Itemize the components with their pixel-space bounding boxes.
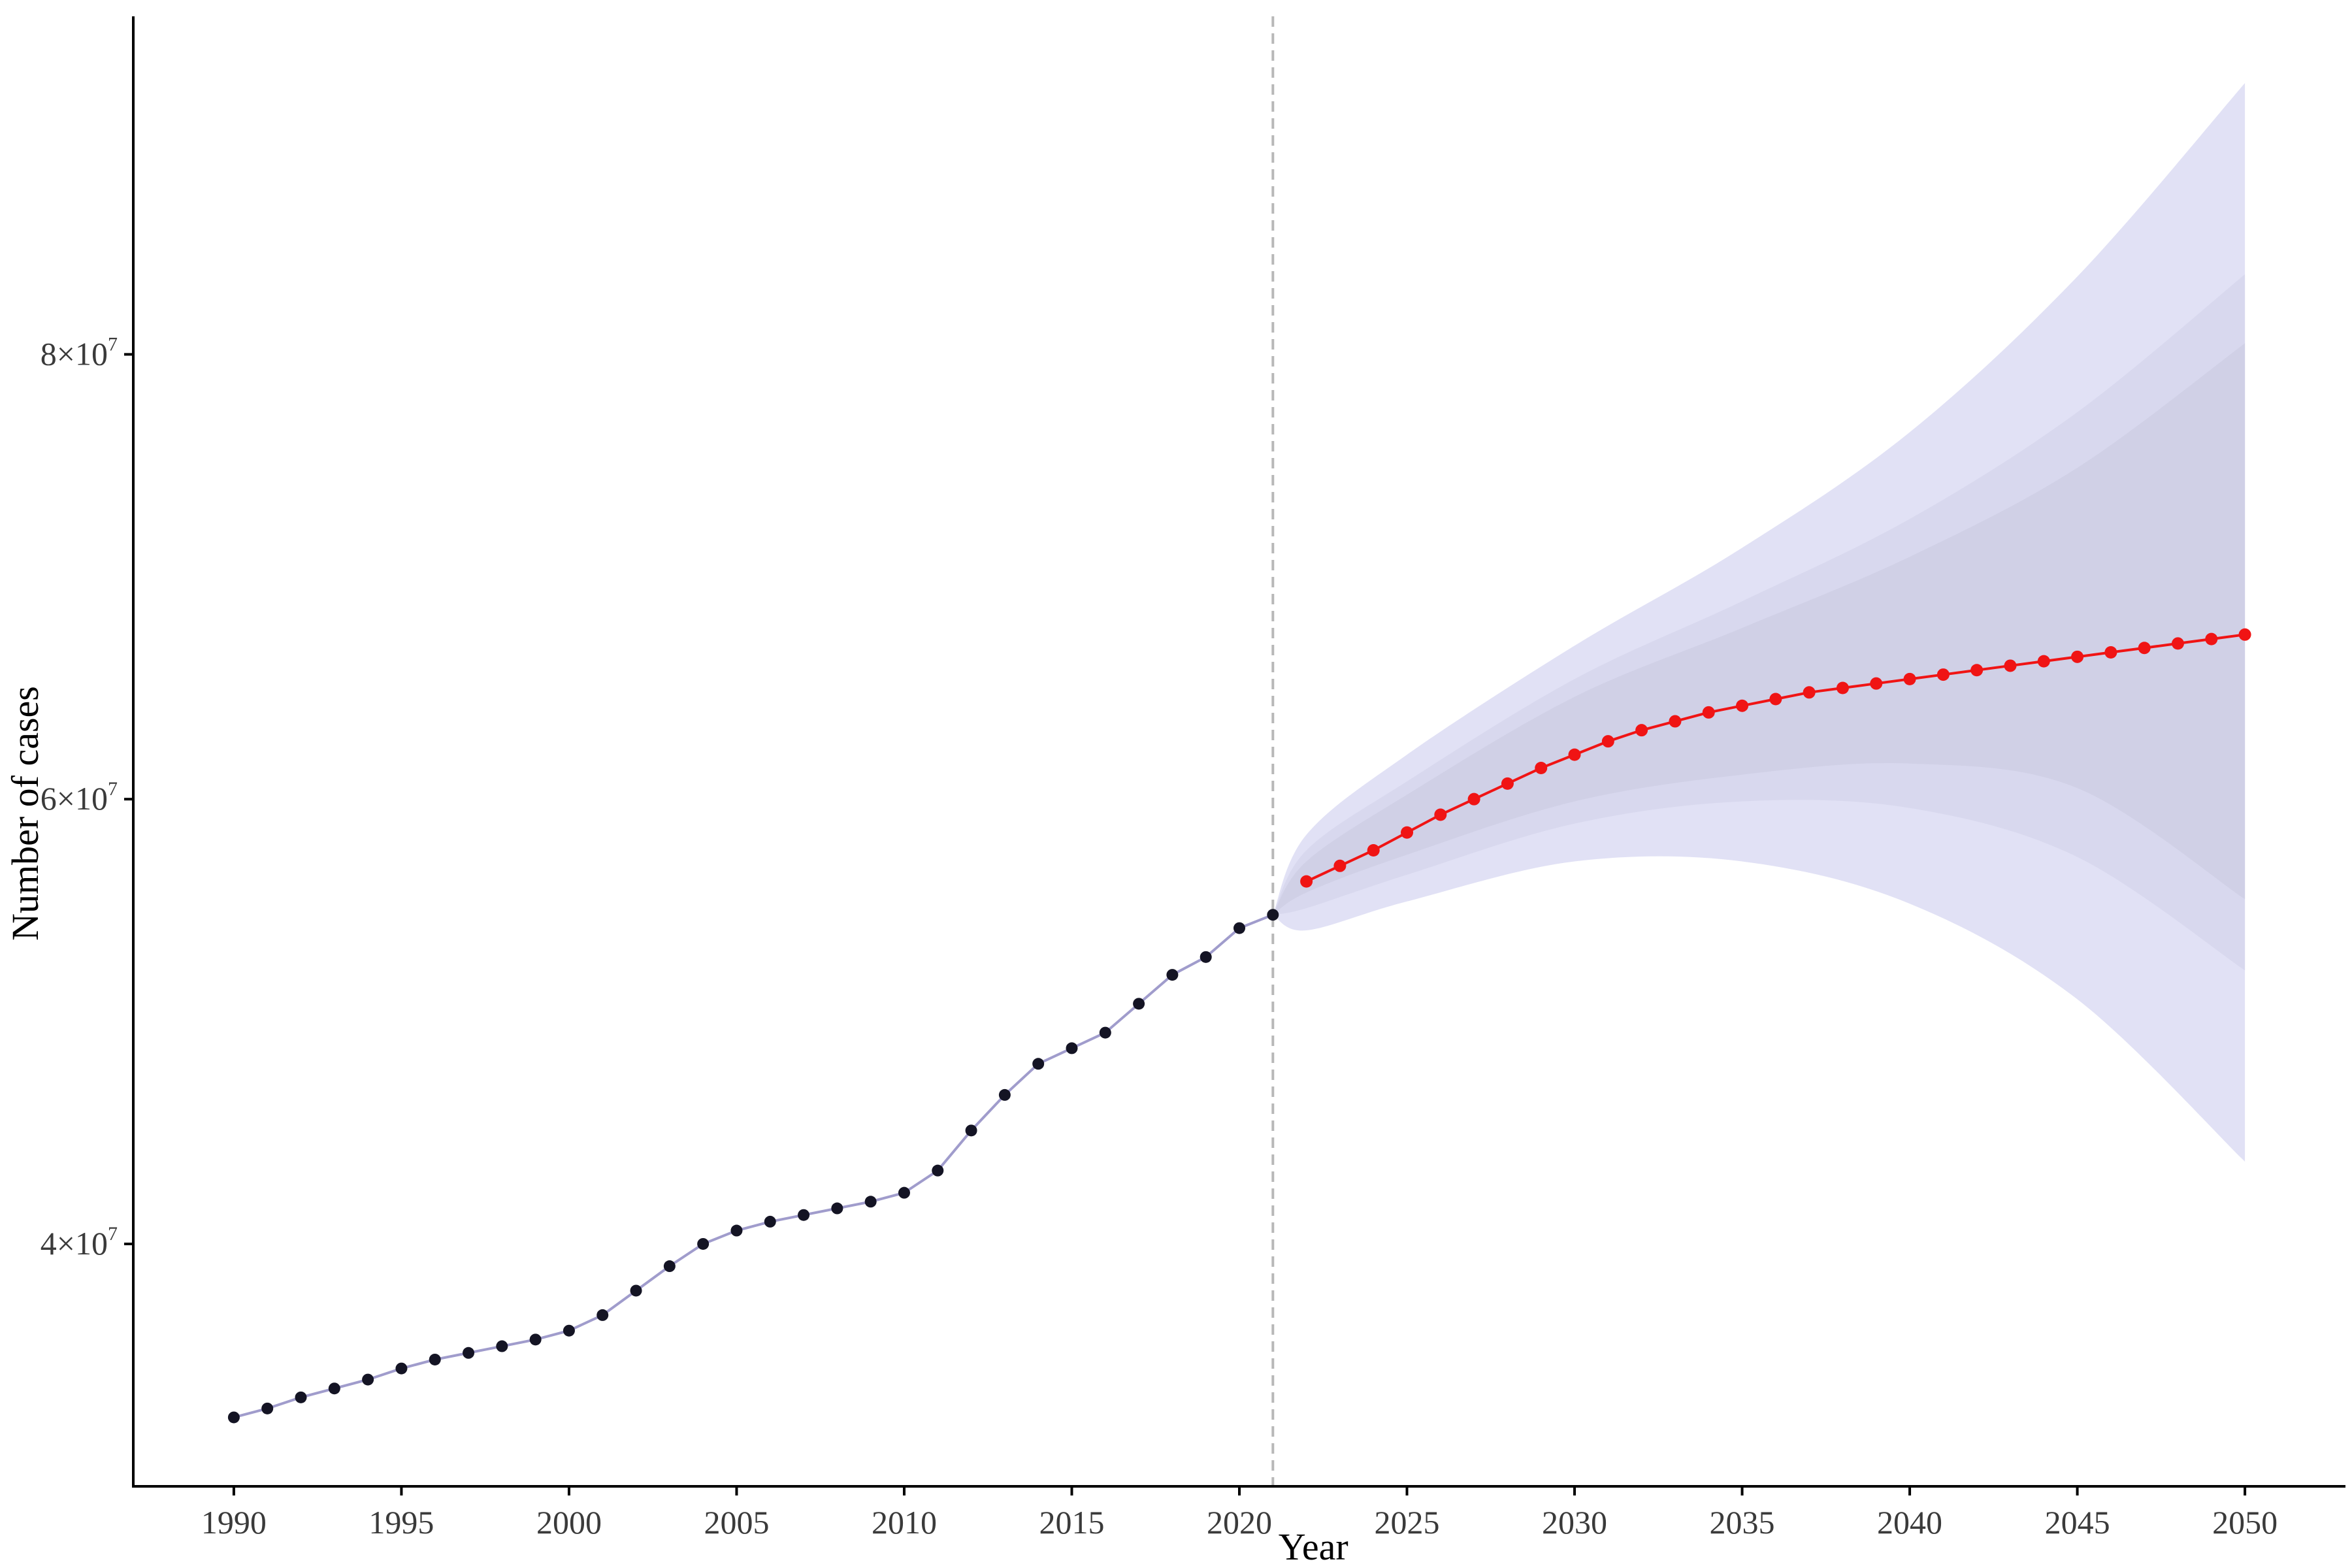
- observed-point: [798, 1209, 810, 1221]
- uncertainty-bands: [1273, 83, 2246, 1162]
- observed-point: [1200, 951, 1212, 963]
- x-tick-label: 2015: [1039, 1504, 1104, 1541]
- projected-point: [1367, 843, 1380, 857]
- projected-point: [1401, 826, 1414, 839]
- projected-point: [2104, 646, 2117, 659]
- y-tick-label: 4×107: [41, 1223, 118, 1262]
- x-tick-label: 2045: [2045, 1504, 2110, 1541]
- y-tick-label: 6×107: [41, 778, 118, 817]
- projected-point: [1903, 672, 1916, 685]
- projected-point: [1300, 875, 1313, 888]
- observed-point: [1032, 1058, 1045, 1070]
- projected-point: [2004, 659, 2017, 672]
- projected-point: [1870, 677, 1883, 690]
- observed-point: [998, 1088, 1011, 1101]
- projected-point: [1970, 664, 1984, 677]
- projected-point: [1836, 681, 1849, 694]
- observed-point: [1099, 1026, 1111, 1039]
- observed-point: [261, 1402, 274, 1414]
- projected-point: [1669, 715, 1682, 728]
- inner-uncertainty-band: [1273, 343, 2246, 915]
- projected-point: [2238, 628, 2251, 641]
- observed-point: [898, 1186, 910, 1199]
- projected-point: [2037, 655, 2050, 668]
- x-axis-ticks: 1990 1995 2000 2005 2010 2015 2020 2025 2030 2035…: [201, 1486, 2278, 1541]
- observed-point: [496, 1340, 508, 1352]
- observed-point: [429, 1353, 441, 1365]
- x-tick-label: 1995: [368, 1504, 434, 1541]
- observed-point: [1133, 998, 1145, 1010]
- projected-point: [1702, 706, 1715, 719]
- projected-point: [1467, 792, 1480, 806]
- projected-point: [1769, 693, 1782, 706]
- projected-point: [1635, 724, 1648, 737]
- x-tick-label: 2030: [1542, 1504, 1607, 1541]
- observed-point: [1166, 969, 1179, 981]
- x-tick-label: 2025: [1375, 1504, 1440, 1541]
- projected-point: [1601, 735, 1614, 748]
- observed-point: [596, 1309, 609, 1321]
- x-tick-label: 2020: [1207, 1504, 1272, 1541]
- projected-point: [1333, 859, 1347, 872]
- observed-point: [1233, 922, 1245, 934]
- observed-point: [362, 1373, 374, 1386]
- y-tick-label: 8×107: [41, 333, 118, 372]
- observed-point: [529, 1333, 542, 1346]
- observed-point: [1267, 909, 1279, 921]
- observed-point: [1066, 1042, 1078, 1054]
- observed-point: [395, 1362, 408, 1375]
- x-tick-label: 1990: [201, 1504, 267, 1541]
- observed-point: [463, 1347, 475, 1359]
- projected-point: [1535, 762, 1548, 775]
- observed-point: [831, 1202, 843, 1215]
- x-axis-title: Year: [1279, 1526, 1348, 1568]
- projected-point: [2138, 642, 2151, 655]
- observed-point: [663, 1260, 676, 1273]
- projected-point: [1568, 748, 1581, 761]
- observed-point: [328, 1382, 340, 1395]
- x-tick-label: 2005: [704, 1504, 769, 1541]
- series-points: [227, 628, 2251, 1424]
- observed-point: [227, 1411, 240, 1424]
- projected-point: [1736, 699, 1749, 712]
- observed-point: [864, 1196, 877, 1208]
- x-tick-label: 2035: [1710, 1504, 1775, 1541]
- x-tick-label: 2010: [872, 1504, 937, 1541]
- projected-point: [1434, 808, 1447, 821]
- projected-point: [1936, 668, 1950, 681]
- y-axis-ticks: 4×107 6×107 8×107: [41, 333, 133, 1262]
- observed-point: [965, 1124, 977, 1137]
- projected-point: [1501, 777, 1514, 790]
- observed-point: [630, 1284, 642, 1297]
- projected-point: [2171, 637, 2184, 650]
- observed-point: [563, 1324, 575, 1337]
- observed-point: [730, 1224, 743, 1237]
- projected-point: [2071, 650, 2084, 663]
- observed-point: [932, 1164, 944, 1177]
- observed-point: [697, 1237, 710, 1250]
- x-tick-label: 2040: [1877, 1504, 1942, 1541]
- x-tick-label: 2050: [2212, 1504, 2278, 1541]
- y-axis-title: Number of cases: [4, 686, 46, 941]
- observed-series-line: [233, 913, 1274, 1419]
- x-tick-label: 2000: [536, 1504, 602, 1541]
- observed-point: [764, 1215, 776, 1228]
- projected-point: [1803, 686, 1816, 699]
- observed-point: [295, 1391, 307, 1403]
- projected-point: [2205, 632, 2218, 645]
